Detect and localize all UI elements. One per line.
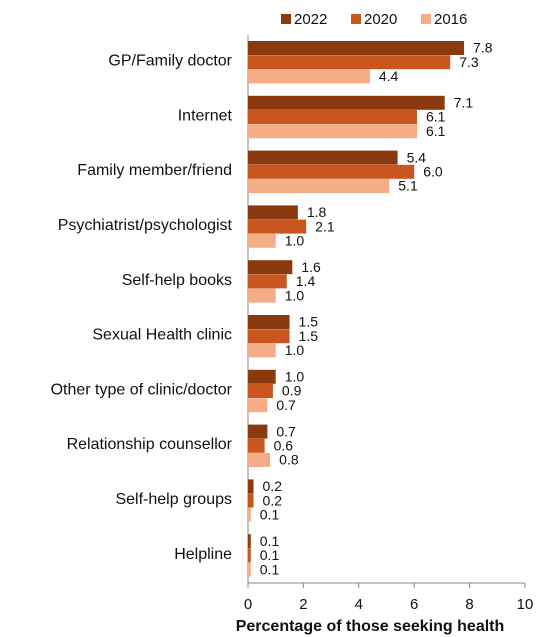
bar	[248, 315, 290, 329]
value-label: 1.5	[299, 328, 319, 344]
x-tick-label: 2	[299, 596, 307, 613]
value-label: 0.6	[274, 438, 294, 454]
bar	[248, 274, 287, 289]
bar	[248, 384, 273, 398]
value-label: 7.8	[473, 40, 493, 56]
bar	[248, 150, 398, 165]
bar	[248, 95, 445, 110]
value-label: 4.4	[379, 68, 399, 84]
bar	[248, 233, 276, 248]
value-label: 0.1	[260, 547, 280, 563]
x-axis-title: Percentage of those seeking health	[236, 618, 505, 635]
value-label: 1.4	[296, 273, 316, 289]
value-label: 1.0	[285, 233, 305, 249]
y-tick-label: Relationship counsellor	[67, 436, 233, 453]
bar	[248, 329, 290, 344]
y-tick-label: Family member/friend	[77, 162, 232, 179]
bar	[248, 205, 298, 220]
bar	[248, 534, 251, 549]
bar	[248, 398, 268, 413]
value-label: 0.9	[282, 383, 302, 399]
bar	[248, 69, 370, 84]
bar	[248, 124, 417, 139]
bar	[248, 453, 271, 467]
value-label: 0.1	[260, 561, 280, 577]
bar	[248, 424, 268, 439]
x-tick-label: 10	[517, 596, 534, 613]
value-label: 5.4	[407, 149, 427, 165]
value-label: 7.3	[459, 54, 479, 70]
x-tick-label: 0	[244, 596, 252, 613]
legend-label: 2022	[294, 11, 327, 28]
bar	[248, 164, 415, 179]
y-tick-label: Psychiatrist/psychologist	[58, 217, 233, 234]
y-tick-label: Self-help books	[122, 272, 232, 289]
x-tick-label: 6	[410, 596, 418, 613]
y-tick-label: Other type of clinic/doctor	[51, 381, 233, 398]
bar	[248, 507, 251, 522]
value-label: 1.0	[285, 342, 305, 358]
bar	[248, 179, 390, 193]
value-label: 0.8	[279, 452, 299, 468]
value-label: 1.0	[285, 287, 305, 303]
legend-label: 2020	[364, 11, 397, 28]
value-label: 6.1	[426, 109, 446, 125]
bar	[248, 110, 417, 124]
value-label: 2.1	[315, 218, 335, 234]
bar	[248, 493, 254, 508]
value-label: 1.8	[307, 204, 327, 220]
bar	[248, 41, 465, 55]
value-label: 0.2	[263, 492, 283, 508]
value-label: 5.1	[398, 178, 418, 194]
value-label: 0.1	[260, 533, 280, 549]
value-label: 6.1	[426, 123, 446, 139]
legend-label: 2016	[434, 11, 467, 28]
legend-swatch	[421, 14, 431, 24]
legend-swatch	[351, 14, 361, 24]
y-tick-label: GP/Family doctor	[108, 53, 232, 70]
value-label: 0.2	[263, 478, 283, 494]
bar	[248, 438, 265, 453]
value-label: 1.0	[285, 369, 305, 385]
bar	[248, 369, 276, 384]
value-label: 6.0	[423, 164, 443, 180]
value-label: 0.7	[276, 423, 296, 439]
bar	[248, 260, 293, 275]
value-label: 7.1	[454, 95, 474, 111]
y-tick-label: Self-help groups	[115, 491, 232, 508]
bar	[248, 562, 251, 577]
legend-swatch	[281, 14, 291, 24]
bar	[248, 479, 254, 494]
y-tick-label: Helpline	[174, 546, 232, 563]
bar	[248, 219, 307, 234]
value-label: 0.1	[260, 507, 280, 523]
bar	[248, 343, 276, 358]
bar	[248, 55, 451, 70]
y-tick-label: Internet	[178, 107, 233, 124]
bar	[248, 548, 251, 563]
y-tick-label: Sexual Health clinic	[92, 327, 232, 344]
value-label: 0.7	[276, 397, 296, 413]
value-label: 1.6	[301, 259, 321, 275]
bar	[248, 288, 276, 303]
value-label: 1.5	[299, 314, 319, 330]
x-tick-label: 4	[355, 596, 363, 613]
x-tick-label: 8	[465, 596, 473, 613]
